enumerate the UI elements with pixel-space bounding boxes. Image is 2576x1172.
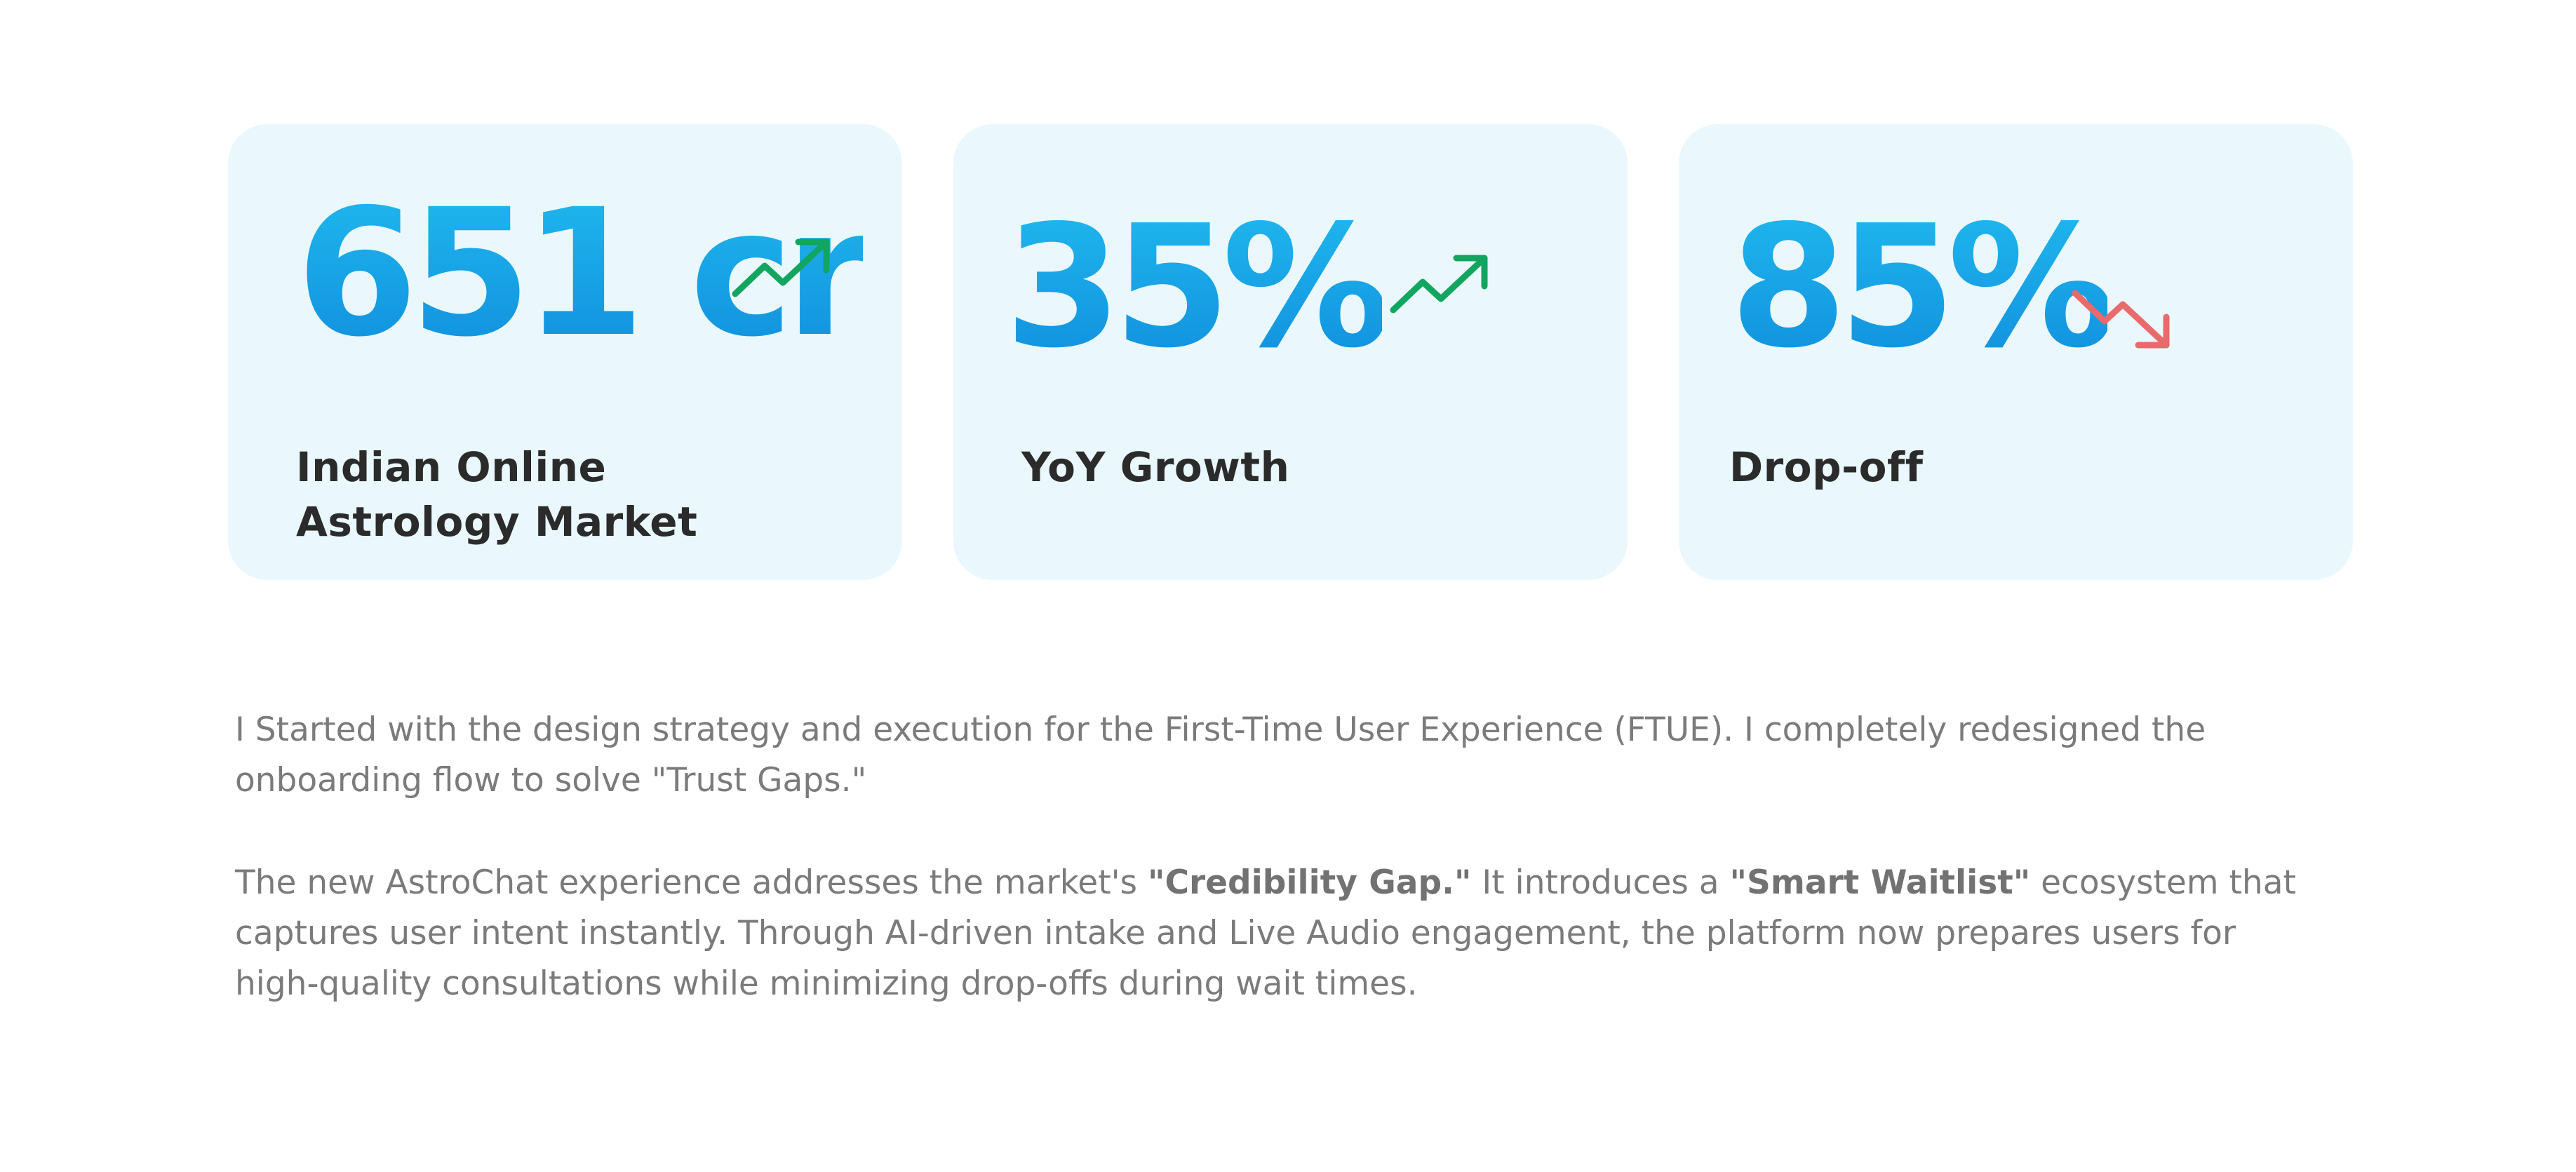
description-paragraph-2: The new AstroChat experience addresses t… [235,858,2326,1009]
stats-row: 651 cr Indian Online Astrology Market 35… [228,124,2353,580]
stat-card-growth: 35% YoY Growth [953,124,1628,580]
stat-value: 85% [1730,189,2116,385]
paragraph-2-text: ecosystem that captures user intent inst… [235,863,2296,1003]
smart-waitlist-emphasis: "Smart Waitlist" [1729,863,2031,902]
trend-up-icon [1390,255,1488,314]
stat-value: 35% [1005,189,1390,385]
description: I Started with the design strategy and e… [235,705,2326,1061]
trend-down-icon [2072,290,2170,349]
stat-label: Indian Online Astrology Market [296,443,698,546]
stat-card-market: 651 cr Indian Online Astrology Market [228,124,902,580]
credibility-gap-emphasis: "Credibility Gap." [1147,863,1472,902]
paragraph-2-text: The new AstroChat experience addresses t… [235,863,1148,902]
stat-label: Drop-off [1729,443,1924,491]
paragraph-2-text: It introduces a [1471,863,1730,902]
trend-up-icon [732,238,830,297]
stat-label: YoY Growth [1021,443,1290,491]
description-paragraph-1: I Started with the design strategy and e… [235,710,2206,800]
stat-card-dropoff: 85% Drop-off [1679,124,2353,580]
